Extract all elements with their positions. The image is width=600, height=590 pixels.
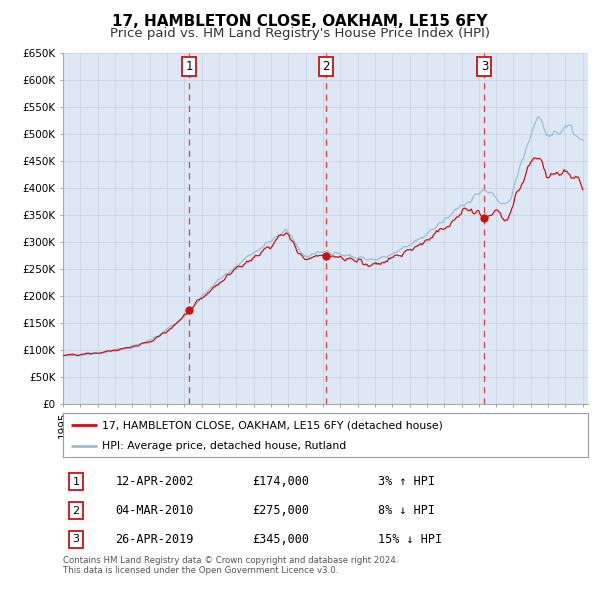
Text: Price paid vs. HM Land Registry's House Price Index (HPI): Price paid vs. HM Land Registry's House … — [110, 27, 490, 40]
Text: 8% ↓ HPI: 8% ↓ HPI — [378, 504, 435, 517]
Text: 3: 3 — [73, 535, 80, 545]
Text: 17, HAMBLETON CLOSE, OAKHAM, LE15 6FY: 17, HAMBLETON CLOSE, OAKHAM, LE15 6FY — [112, 14, 488, 30]
Text: 3: 3 — [481, 60, 488, 73]
Text: 1: 1 — [185, 60, 193, 73]
Text: 15% ↓ HPI: 15% ↓ HPI — [378, 533, 442, 546]
Text: 04-MAR-2010: 04-MAR-2010 — [115, 504, 194, 517]
Text: £174,000: £174,000 — [252, 476, 309, 489]
Text: £275,000: £275,000 — [252, 504, 309, 517]
Text: 26-APR-2019: 26-APR-2019 — [115, 533, 194, 546]
Text: 1: 1 — [73, 477, 80, 487]
Text: 3% ↑ HPI: 3% ↑ HPI — [378, 476, 435, 489]
Text: 12-APR-2002: 12-APR-2002 — [115, 476, 194, 489]
Text: HPI: Average price, detached house, Rutland: HPI: Average price, detached house, Rutl… — [103, 441, 347, 451]
Text: £345,000: £345,000 — [252, 533, 309, 546]
Text: Contains HM Land Registry data © Crown copyright and database right 2024.
This d: Contains HM Land Registry data © Crown c… — [63, 556, 398, 575]
Text: 2: 2 — [322, 60, 329, 73]
Text: 17, HAMBLETON CLOSE, OAKHAM, LE15 6FY (detached house): 17, HAMBLETON CLOSE, OAKHAM, LE15 6FY (d… — [103, 421, 443, 430]
Text: 2: 2 — [73, 506, 80, 516]
